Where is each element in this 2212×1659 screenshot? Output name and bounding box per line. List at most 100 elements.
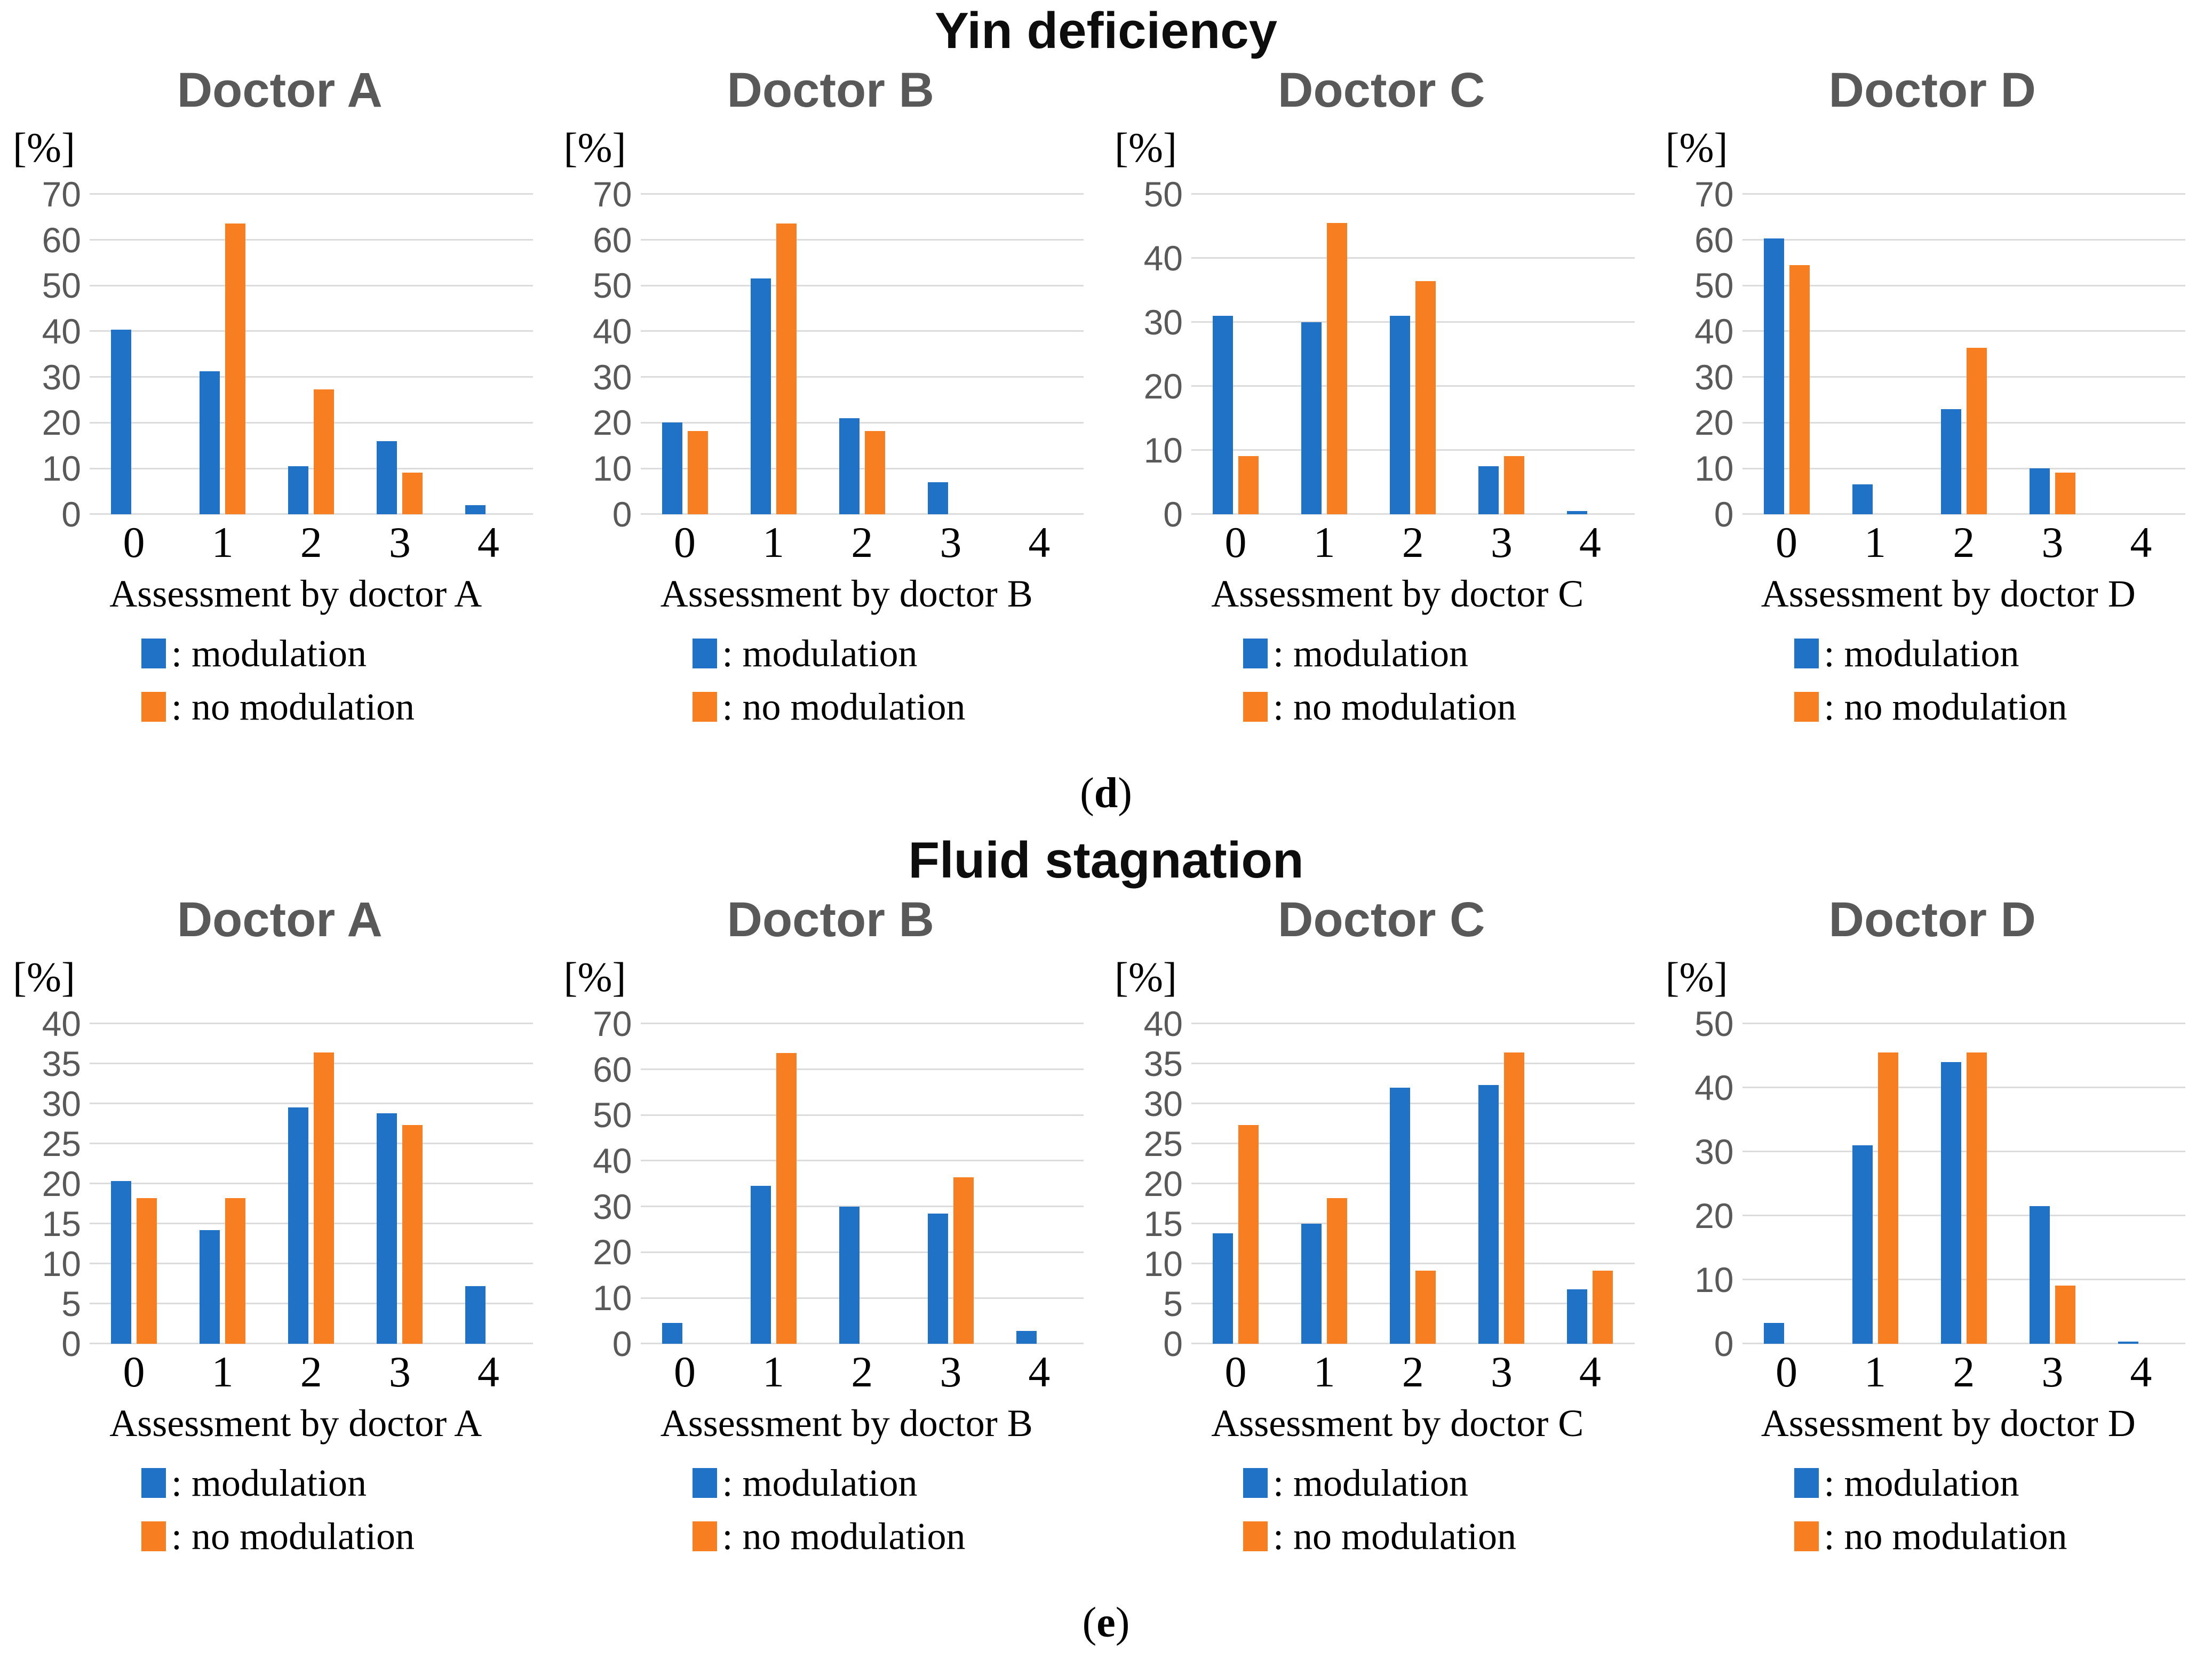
legend: : modulation: no modulation <box>692 634 1100 726</box>
bar-group-2 <box>1368 194 1457 514</box>
gridline <box>640 1023 1084 1025</box>
x-tick-label: 2 <box>851 1347 873 1396</box>
gridline <box>1191 321 1635 323</box>
gridline <box>90 193 533 195</box>
gridline <box>1191 385 1635 387</box>
x-tick-label: 3 <box>2041 517 2064 567</box>
modulation-swatch <box>1794 639 1819 669</box>
gridline <box>1742 376 2185 378</box>
x-axis-tick-labels: 0 1 2 3 4 <box>641 519 1084 565</box>
gridline <box>1742 1343 2185 1345</box>
y-tick-label: 30 <box>593 1186 632 1226</box>
plot-area <box>90 1023 533 1345</box>
modulation-swatch <box>692 1468 717 1498</box>
gridline <box>1191 1343 1635 1345</box>
bar-no-modulation <box>687 430 708 514</box>
gridline <box>640 1343 1084 1345</box>
legend-item-modulation: : modulation <box>692 634 1100 673</box>
bar-no-modulation <box>1415 1271 1436 1344</box>
bar-no-modulation <box>1504 456 1525 514</box>
bar-modulation <box>377 441 397 514</box>
bar-modulation <box>1567 511 1588 514</box>
bar-modulation <box>2029 1206 2050 1344</box>
plot-area <box>1742 1023 2185 1345</box>
bar-modulation <box>1763 238 1784 514</box>
x-tick-label: 0 <box>123 517 145 567</box>
bar-modulation <box>2118 1342 2138 1344</box>
y-axis-tick-labels: 0 10 20 30 40 50 60 70 <box>562 1006 641 1361</box>
x-tick-label: 2 <box>1953 517 1975 567</box>
bar-no-modulation <box>314 389 335 514</box>
bar-group-0 <box>1742 1024 1831 1344</box>
charts-row-fluid-stagnation: [%] Doctor A 0 5 10 15 20 25 30 35 40 0 1 2 3 4 Assessme… <box>0 888 2212 1598</box>
gridline <box>90 1103 533 1105</box>
gridline <box>640 1160 1084 1162</box>
panel-title: Doctor B <box>727 892 934 947</box>
x-tick-label: 1 <box>762 1347 785 1396</box>
y-axis-tick-labels: 0 5 10 15 20 25 30 35 40 <box>11 1006 90 1361</box>
y-tick-label: 30 <box>42 357 81 397</box>
chart-panel-doctor-a: [%] Doctor A 0 10 20 30 40 50 60 70 0 1 2 3 4 Assessmen… <box>4 58 555 769</box>
y-tick-label: 0 <box>61 1323 81 1363</box>
bar-no-modulation <box>2055 472 2075 514</box>
section-caption-e: (e) <box>0 1601 2212 1644</box>
x-tick-label: 0 <box>1224 517 1247 567</box>
caption-open-paren: ( <box>1082 1599 1097 1646</box>
legend-item-modulation: : modulation <box>1794 1464 2202 1502</box>
caption-open-paren: ( <box>1080 770 1094 817</box>
y-tick-label: 50 <box>1143 174 1183 214</box>
y-tick-label: 40 <box>593 311 632 351</box>
gridline <box>1742 513 2185 515</box>
bar-groups <box>90 194 533 514</box>
y-tick-label: 0 <box>1163 494 1183 534</box>
y-tick-label: 0 <box>1714 1323 1734 1363</box>
y-axis-tick-labels: 0 10 20 30 40 50 <box>1112 177 1191 532</box>
x-axis-title: Assessment by doctor B <box>660 572 1033 615</box>
legend: : modulation: no modulation <box>692 1462 1100 1556</box>
percent-axis-label: [%] <box>1115 953 1177 1000</box>
bar-group-3 <box>1457 194 1546 514</box>
gridline <box>90 239 533 241</box>
x-tick-label: 4 <box>2130 517 2152 567</box>
y-tick-label: 10 <box>593 449 632 489</box>
legend-label: : modulation <box>722 1462 918 1505</box>
gridline <box>640 1206 1084 1208</box>
modulation-swatch <box>1794 1468 1819 1498</box>
bar-group-2 <box>818 1024 906 1344</box>
panel-header: [%] Doctor D <box>1664 58 2202 169</box>
y-tick-label: 10 <box>1694 449 1734 489</box>
panel-title: Doctor C <box>1278 62 1485 117</box>
percent-axis-label: [%] <box>13 953 75 1000</box>
bar-group-2 <box>1920 1024 2008 1344</box>
y-tick-label: 0 <box>1714 494 1734 534</box>
y-axis-tick-labels: 0 10 20 30 40 50 60 70 <box>11 177 90 532</box>
y-tick-label: 40 <box>42 1003 81 1043</box>
gridline <box>1742 284 2185 286</box>
gridline <box>1742 467 2185 469</box>
chart-body: 0 10 20 30 40 50 <box>1112 177 1651 532</box>
section-caption-d: (d) <box>0 772 2212 815</box>
bar-modulation <box>1016 1330 1037 1344</box>
y-tick-label: 10 <box>42 449 81 489</box>
y-tick-label: 40 <box>1143 1003 1183 1043</box>
bar-groups <box>1191 194 1635 514</box>
panel-header: [%] Doctor A <box>11 58 549 169</box>
x-axis-tick-labels: 0 1 2 3 4 <box>1191 1349 1635 1395</box>
bar-no-modulation <box>864 430 885 514</box>
x-tick-label: 4 <box>477 1347 499 1396</box>
panel-header: [%] Doctor C <box>1112 58 1651 169</box>
panel-header: [%] Doctor D <box>1664 888 2202 998</box>
x-tick-label: 2 <box>300 1347 322 1396</box>
y-tick-label: 20 <box>593 403 632 443</box>
caption-close-paren: ) <box>1115 1599 1130 1646</box>
gridline <box>640 330 1084 332</box>
gridline <box>1191 513 1635 515</box>
bar-modulation <box>750 278 771 514</box>
legend-item-modulation: : modulation <box>1243 1464 1651 1502</box>
y-tick-label: 40 <box>1143 238 1183 278</box>
bar-group-3 <box>355 194 444 514</box>
panel-title: Doctor A <box>177 892 383 947</box>
x-tick-label: 1 <box>1864 1347 1887 1396</box>
x-tick-label: 3 <box>388 517 411 567</box>
y-tick-label: 20 <box>1143 1163 1183 1203</box>
